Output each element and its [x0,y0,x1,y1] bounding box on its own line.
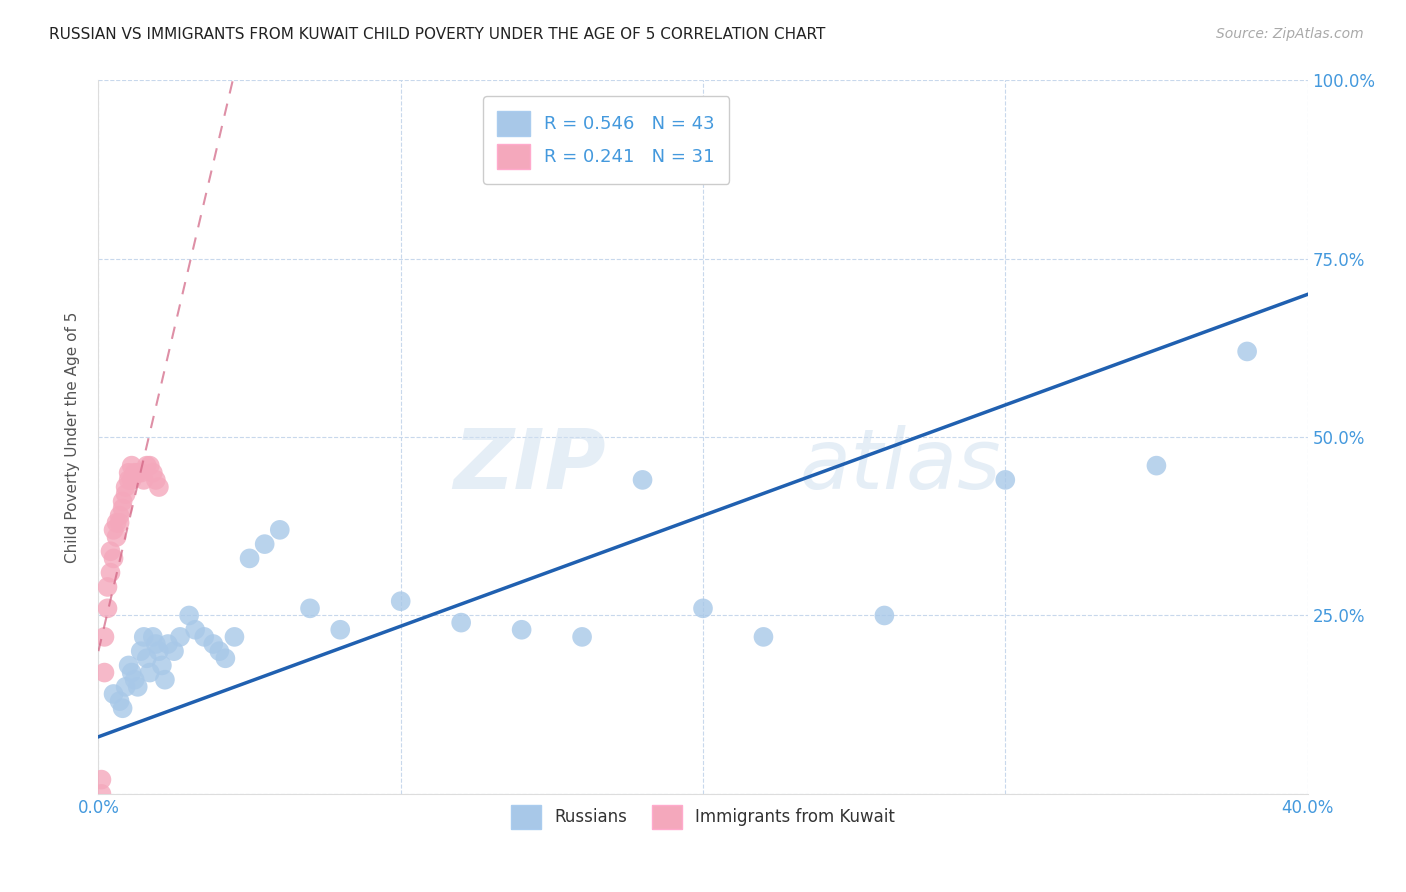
Point [873,608,896,623]
Point [145,637,167,651]
Point [118,466,141,480]
Point [90,772,112,787]
Point [269,523,291,537]
Point [108,508,131,523]
Point [329,623,352,637]
Point [105,530,128,544]
Text: Source: ZipAtlas.com: Source: ZipAtlas.com [1216,27,1364,41]
Point [752,630,775,644]
Point [148,644,170,658]
Point [184,623,207,637]
Text: ZIP: ZIP [454,425,606,506]
Legend: Russians, Immigrants from Kuwait: Russians, Immigrants from Kuwait [505,798,901,836]
Point [135,651,157,665]
Point [124,466,146,480]
Point [118,473,141,487]
Point [93,665,115,680]
Point [1236,344,1258,359]
Point [510,623,533,637]
Point [239,551,262,566]
Point [103,551,125,566]
Point [111,501,134,516]
Point [114,480,136,494]
Point [202,637,225,651]
Point [121,665,143,680]
Point [103,523,125,537]
Point [129,644,152,658]
Point [208,644,231,658]
Text: atlas: atlas [800,425,1001,506]
Point [96,601,118,615]
Point [224,630,246,644]
Point [169,630,191,644]
Point [114,487,136,501]
Y-axis label: Child Poverty Under the Age of 5: Child Poverty Under the Age of 5 [65,311,80,563]
Point [450,615,472,630]
Point [153,673,176,687]
Point [90,787,112,801]
Point [299,601,322,615]
Point [142,630,165,644]
Point [100,544,122,558]
Point [253,537,276,551]
Point [571,630,593,644]
Point [100,566,122,580]
Point [108,516,131,530]
Point [156,637,179,651]
Point [692,601,714,615]
Point [124,673,146,687]
Point [142,466,165,480]
Point [121,473,143,487]
Point [127,680,149,694]
Point [114,680,136,694]
Point [96,580,118,594]
Point [132,630,155,644]
Point [145,473,167,487]
Point [150,658,173,673]
Point [389,594,412,608]
Point [108,694,131,708]
Text: RUSSIAN VS IMMIGRANTS FROM KUWAIT CHILD POVERTY UNDER THE AGE OF 5 CORRELATION C: RUSSIAN VS IMMIGRANTS FROM KUWAIT CHILD … [49,27,825,42]
Point [103,687,125,701]
Point [139,458,162,473]
Point [118,658,141,673]
Point [193,630,215,644]
Point [93,630,115,644]
Point [994,473,1017,487]
Point [139,665,162,680]
Point [111,494,134,508]
Point [121,458,143,473]
Point [135,458,157,473]
Point [1144,458,1167,473]
Point [105,516,128,530]
Point [163,644,186,658]
Point [127,466,149,480]
Point [132,473,155,487]
Point [148,480,170,494]
Point [179,608,201,623]
Point [214,651,236,665]
Point [111,701,134,715]
Point [631,473,654,487]
Point [129,466,152,480]
